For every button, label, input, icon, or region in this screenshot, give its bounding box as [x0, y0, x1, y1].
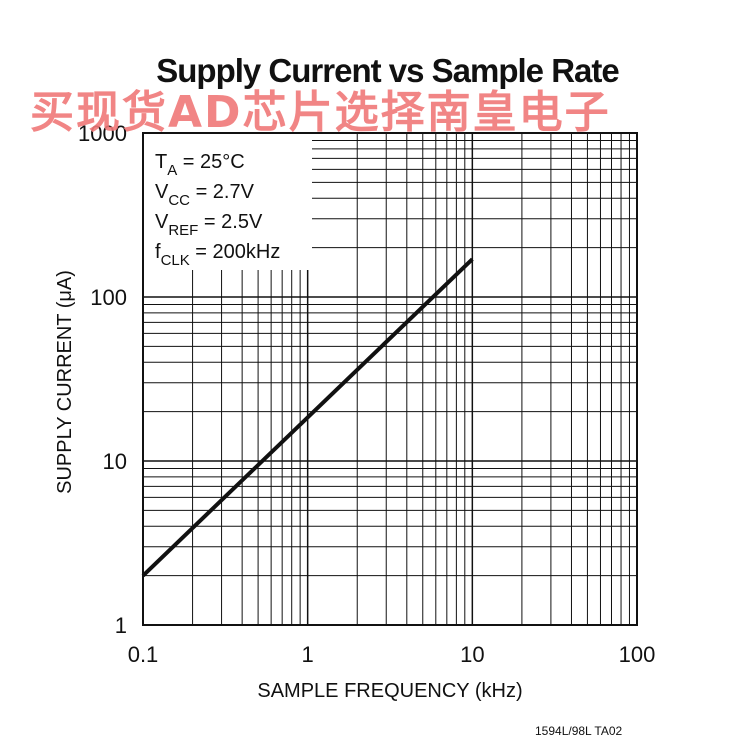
watermark-text: 买现货AD芯片选择南皇电子: [30, 87, 611, 138]
annotation-line: TA = 25°C: [155, 151, 245, 179]
annotation-line: VCC = 2.7V: [155, 181, 255, 209]
y-tick-label: 10: [103, 449, 127, 474]
x-tick-label: 0.1: [128, 642, 159, 667]
annotation-line: VREF = 2.5V: [155, 211, 263, 239]
y-tick-label: 1: [115, 613, 127, 638]
chart-title: Supply Current vs Sample Rate: [156, 52, 619, 89]
plot-frame: [142, 132, 638, 626]
data-line: [141, 257, 474, 578]
x-tick-label: 10: [460, 642, 484, 667]
x-tick-label: 100: [619, 642, 656, 667]
x-tick-label: 1: [302, 642, 314, 667]
y-tick-label: 100: [90, 285, 127, 310]
figure-code: 1594L/98L TA02: [535, 724, 623, 738]
y-axis-label: SUPPLY CURRENT (μA): [54, 270, 76, 494]
annotation-line: fCLK = 200kHz: [155, 241, 280, 269]
y-tick-label: 1000: [78, 121, 127, 146]
x-axis-label: SAMPLE FREQUENCY (kHz): [257, 680, 522, 702]
